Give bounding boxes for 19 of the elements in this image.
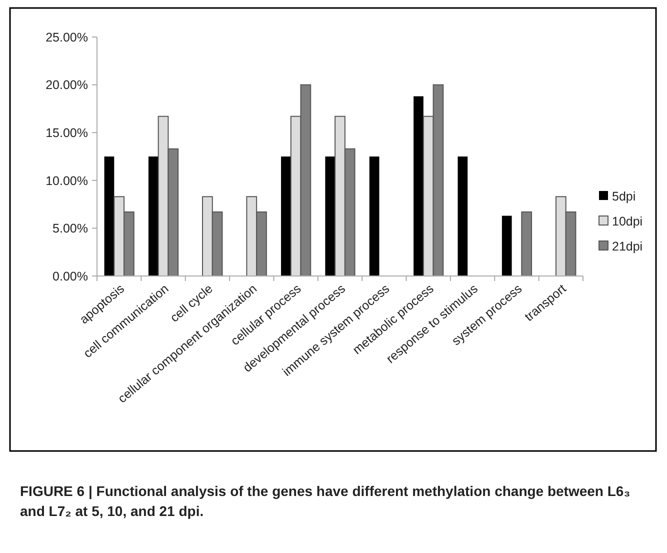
y-tick-label: 10.00% xyxy=(46,174,88,188)
bar xyxy=(458,156,468,276)
y-tick-label: 5.00% xyxy=(52,222,88,236)
bar xyxy=(414,96,424,276)
legend-label: 21dpi xyxy=(612,239,643,254)
bar xyxy=(281,156,291,276)
bar xyxy=(148,156,158,276)
bar xyxy=(502,216,512,276)
legend-label: 5dpi xyxy=(612,189,636,204)
y-tick-label: 15.00% xyxy=(46,126,88,140)
y-tick-label: 25.00% xyxy=(46,30,88,44)
text: FIGURE 6 | Functional analysis of the genes have different methylation change between L6₃ and L7₂ at 5, 10, and 21 dpi. xyxy=(20,483,630,519)
bar xyxy=(369,156,380,276)
bar xyxy=(325,156,336,276)
bar xyxy=(521,211,532,276)
y-tick-label: 0.00% xyxy=(52,269,88,284)
legend-label: 10dpi xyxy=(612,214,643,228)
bar xyxy=(104,156,114,276)
y-tick-label: 20.00% xyxy=(46,78,88,92)
